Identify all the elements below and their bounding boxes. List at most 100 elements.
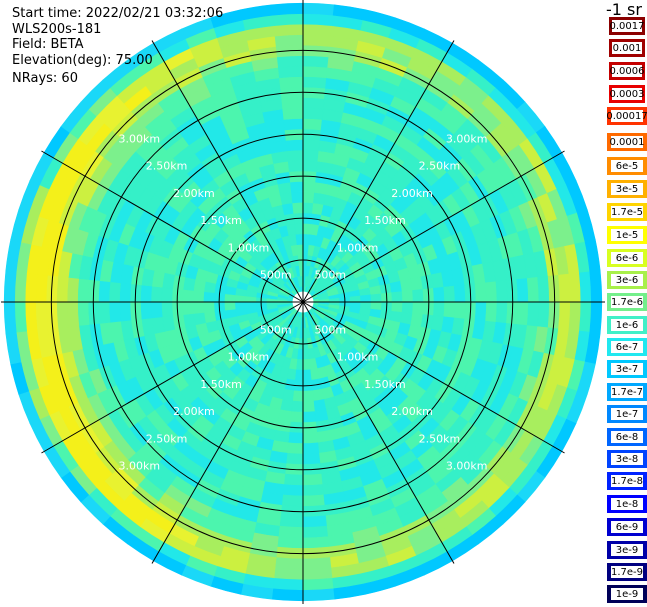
colorbar-tick-label: 1e-7 [607,405,647,423]
beta-cell [526,301,540,327]
range-ring-label: 2.00km [173,405,215,418]
range-ring-label: 1.50km [200,214,242,227]
beta-cell [281,202,295,216]
beta-cell [516,301,529,326]
beta-cell [302,23,333,37]
beta-cell [302,452,321,465]
azimuth-spoke [151,40,304,303]
range-ring-label: 2.00km [391,405,433,418]
beta-cell [274,557,304,570]
beta-cell [412,289,424,303]
beta-cell [389,280,403,294]
colorbar-tick-label: 0.00017 [606,107,647,125]
beta-cell [302,525,328,539]
colorbar-tick-label: 3e-6 [607,271,647,289]
colorbar-tick-label: 0.0017 [609,17,645,35]
beta-cell [302,181,316,193]
beta-cell [443,301,456,319]
beta-cell [302,515,327,528]
beta-cell [279,76,304,89]
beta-cell [98,280,111,303]
field-label: Field: BETA [12,37,84,52]
colorbar-tick-label: 1.7e-9 [607,563,647,581]
beta-cell [453,284,466,303]
beta-cell [150,301,163,319]
beta-cell [302,223,312,235]
beta-cell [302,107,324,120]
nrays-label: NRays: 60 [12,71,78,86]
beta-cell [302,442,320,455]
beta-cell [272,578,304,591]
range-ring-label: 2.00km [173,187,215,200]
beta-cell [282,484,304,497]
beta-cell [370,301,382,311]
range-ring-label: 3.00km [119,460,161,473]
range-ring-label: 1.00km [228,351,270,364]
colorbar-tick-label: 3e-7 [607,360,647,378]
beta-cell [35,301,48,331]
beta-cell [282,107,304,120]
range-ring-label: 2.50km [419,432,461,445]
beta-cell [203,310,217,324]
beta-cell [276,536,304,549]
beta-cell [279,192,293,205]
beta-cell [349,295,361,303]
beta-cell [66,277,80,303]
beta-cell [589,270,603,303]
range-ring-label: 1.00km [228,241,270,254]
instrument-label: WLS200s-181 [12,22,102,37]
elevation-label: Elevation(deg): 75.00 [12,53,153,68]
beta-cell [290,181,304,193]
beta-cell [77,301,90,326]
beta-cell [558,273,571,303]
azimuth-spoke [302,40,455,303]
beta-cell [285,452,304,465]
beta-cell [273,567,304,581]
colorbar-tick-label: 1e-8 [607,495,647,513]
range-ring-label: 500m [260,323,292,336]
beta-cell [302,65,328,79]
colorbar-tick-label: 0.0003 [609,85,645,103]
beta-cell [302,149,320,162]
beta-cell [119,282,132,303]
beta-cell [56,275,69,303]
range-ring-label: 1.50km [364,214,406,227]
beta-cell [474,282,487,303]
colorbar-tick-label: 3e-5 [607,180,647,198]
colorbar-tick-label: 1.7e-7 [607,383,647,401]
beta-cell [433,286,445,303]
beta-cell [281,494,304,507]
beta-cell [14,271,27,303]
beta-cell [273,23,304,37]
beta-cell [192,301,205,314]
beta-cell [485,301,498,323]
beta-cell [295,233,304,245]
colorbar-tick-label: 1e-5 [607,226,647,244]
beta-cell [24,301,38,332]
beta-cell [271,2,304,16]
beta-cell [302,484,324,497]
beta-cell [516,278,529,303]
beta-cell [14,301,27,333]
beta-cell [302,2,335,16]
beta-cell [291,400,304,413]
beta-cell [537,301,550,329]
range-ring-label: 2.50km [146,432,188,445]
beta-cell [271,588,304,602]
colorbar-tick-label: 6e-9 [607,518,647,536]
beta-cell [302,494,325,507]
beta-cell [391,291,403,303]
beta-cell [182,301,194,315]
beta-cell [245,301,257,309]
beta-cell [302,97,325,110]
beta-cell [108,281,121,303]
beta-cell [302,191,315,204]
beta-cell [302,34,332,47]
beta-cell [279,515,304,528]
range-ring-label: 2.50km [146,160,188,173]
beta-cell [274,34,304,47]
beta-cell [568,272,582,303]
beta-cell [302,578,334,591]
beta-cell [433,301,445,318]
beta-cell [286,442,304,455]
